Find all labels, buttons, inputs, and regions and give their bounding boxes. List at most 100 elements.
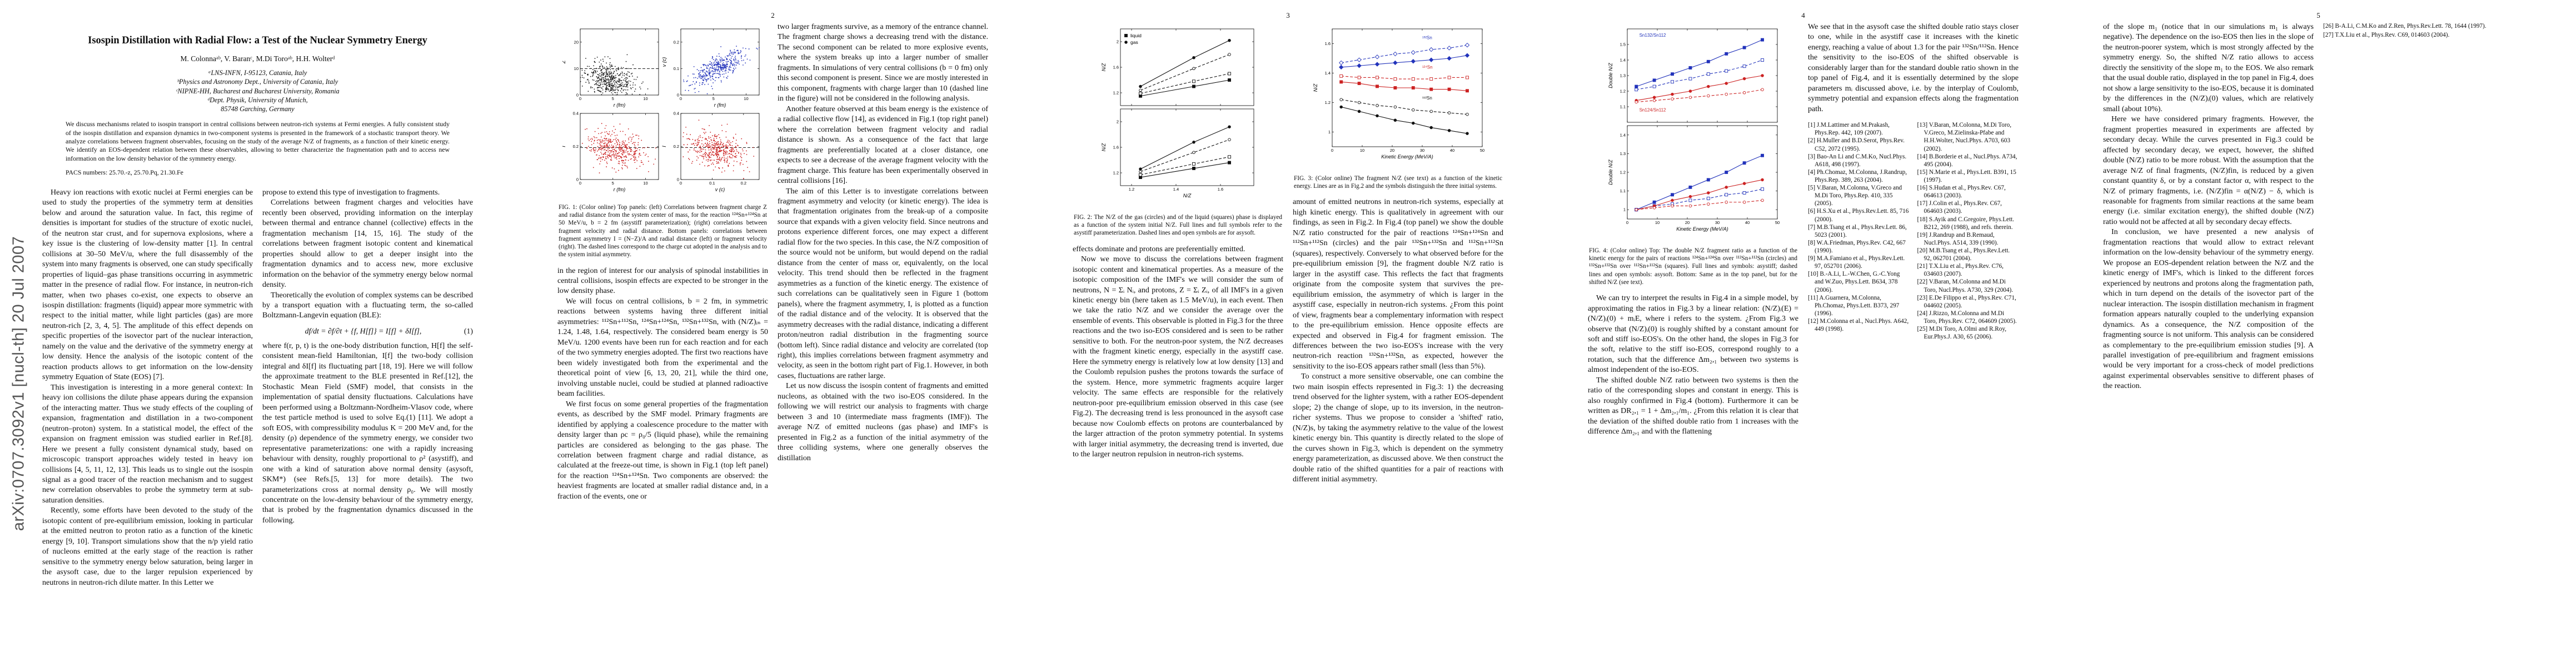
authors-line: M. Colonnaᵃᵇ, V. Baranᶜ, M.Di Toroᵃᵇ, H.… (180, 54, 335, 63)
svg-text:I: I (661, 146, 667, 147)
svg-text:1.3: 1.3 (1620, 73, 1625, 78)
fig3-caption: FIG. 3: (Color online) The fragment N/Z … (1294, 175, 1502, 190)
svg-text:0: 0 (676, 93, 679, 98)
svg-text:Double N/Z: Double N/Z (1608, 63, 1613, 88)
svg-text:1.4: 1.4 (1620, 58, 1625, 63)
pacs-line: PACS numbers: 25.70.-z, 25.70.Pq, 21.30.… (66, 168, 183, 176)
arxiv-stamp: arXiv:0707.3092v1 [nucl-th] 20 Jul 2007 (9, 236, 28, 531)
svg-text:0.4: 0.4 (572, 111, 578, 116)
svg-text:0: 0 (579, 181, 581, 186)
references-list: [1] J.M.Lattimer and M.Prakash, Phys.Rep… (1808, 121, 2019, 341)
reference-item: [20] M.B.Tsang et al., Phys.Rev.Lett. 92… (1917, 247, 2010, 262)
svg-text:1.2: 1.2 (1113, 171, 1118, 176)
fig1-scatter-plots: 0 5 10 0 10 20 r (fm) Z 0 5 10 0 0.1 0.2 r (fm) v (c) 0 5… (557, 24, 768, 201)
paragraph: effects dominate and protons are prefere… (1073, 245, 1245, 253)
reference-item: [9] M.A.Famiano et al., Phys.Rev.Lett. 9… (1808, 255, 1905, 270)
paragraph: We will focus on central collisions, b =… (557, 297, 768, 399)
reference-item: [15] N.Marie et al., Phys.Lett. B391, 15… (1917, 168, 2016, 183)
svg-text:0: 0 (676, 177, 679, 182)
references-list-continued: [26] B-A.Li, C.M.Ko and Z.Ren, Phys.Rev.… (2323, 22, 2534, 39)
svg-text:1.2: 1.2 (1620, 89, 1625, 94)
affiliation-line: 85748 Garching, Germany (221, 105, 295, 113)
column-right: propose to extend this type of investiga… (262, 188, 473, 588)
fig3-line-plot: 0 10 20 30 40 50 1 1.2 1.4 1.6 Kinetic Energy (MeV… (1293, 24, 1503, 172)
svg-text:1.2: 1.2 (1620, 170, 1625, 175)
svg-text:30: 30 (1419, 148, 1424, 153)
page-3: 3 1.2 1.6 2 N/Z liquid gas 1.2 1.4 1.6 1.2 1.6 2 N/Z… (1030, 0, 1546, 667)
svg-text:Sn124/Sn112: Sn124/Sn112 (1639, 107, 1666, 112)
svg-text:0.1: 0.1 (673, 66, 679, 71)
paragraph: amount of emitted neutrons in neutron-ri… (1293, 198, 1503, 371)
fig2-line-plots: 1.2 1.6 2 N/Z liquid gas 1.2 1.4 1.6 1.2 1.6 2 N/Z N/… (1073, 24, 1283, 211)
column-left: 0 5 10 0 10 20 r (fm) Z 0 5 10 0 0.1 0.2 r (fm) v (c) 0 5… (557, 22, 768, 502)
figure-2: 1.2 1.6 2 N/Z liquid gas 1.2 1.4 1.6 1.2 1.6 2 N/Z N/… (1073, 24, 1283, 211)
svg-text:1.6: 1.6 (1324, 41, 1330, 46)
affiliations: ᵃLNS-INFN, I-95123, Catania, Italy ᵇPhysi… (42, 68, 473, 113)
affiliation-line: ᶜNIPNE-HH, Bucharest and Bucharest Unive… (176, 87, 340, 95)
page-4: 4 1.1 1.2 1.3 1.4 1.5 Double N/Z Sn132/Sn112 Sn… (1546, 0, 2061, 667)
reference-item: [21] T.X.Liu et al., Phys.Rev. C76, 0346… (1917, 263, 2004, 278)
reference-item: [27] T.X.Liu et al., Phys.Rev. C69, 0146… (2323, 32, 2450, 39)
svg-text:50: 50 (1479, 148, 1484, 153)
reference-item: [18] S.Ayik and C.Gregoire, Phys.Lett. B… (1917, 216, 2015, 231)
reference-item: [11] A.Guarnera, M.Colonna, Ph.Chomaz, P… (1808, 294, 1900, 317)
svg-text:0.4: 0.4 (673, 111, 679, 116)
reference-item: [8] W.A.Friedman, Phys.Rev. C42, 667 (19… (1808, 239, 1906, 254)
svg-text:1.4: 1.4 (1324, 71, 1330, 76)
svg-text:¹¹²Sn: ¹¹²Sn (1422, 96, 1432, 101)
paragraph: This investigation is interesting in a m… (42, 383, 253, 505)
column-right: two larger fragments survive, as a memor… (778, 22, 988, 502)
figure-3: 0 10 20 30 40 50 1 1.2 1.4 1.6 Kinetic Energy (MeV… (1293, 24, 1503, 172)
svg-text:gas: gas (1130, 39, 1138, 45)
svg-text:1.2: 1.2 (1113, 91, 1118, 96)
page-number: 3 (1286, 11, 1290, 19)
reference-item: [12] M.Colonna et al., Nucl.Phys. A642, … (1808, 317, 1909, 333)
paragraph: To construct a more sensitive observable… (1293, 372, 1503, 484)
reference-item: [19] J.Randrup and B.Remaud, Nucl.Phys. … (1917, 231, 1999, 246)
equation-body: df/dt = ∂f/∂t + {f, H[f]} = I[f] + δI[f]… (305, 326, 422, 335)
svg-text:N/Z: N/Z (1101, 63, 1107, 71)
svg-text:1.1: 1.1 (1620, 104, 1625, 109)
svg-text:v (c): v (c) (661, 57, 667, 67)
svg-text:Sn132/Sn112: Sn132/Sn112 (1639, 33, 1666, 38)
svg-text:r (fm): r (fm) (613, 187, 625, 192)
column-right: We see that in the asysoft case the shif… (1808, 22, 2019, 437)
svg-text:r (fm): r (fm) (613, 102, 625, 108)
svg-text:1.1: 1.1 (1620, 188, 1625, 193)
svg-text:N/Z: N/Z (1313, 83, 1318, 92)
paragraph: The aim of this Letter is to investigate… (778, 187, 988, 380)
page-1: arXiv:0707.3092v1 [nucl-th] 20 Jul 2007 … (0, 0, 515, 667)
svg-text:5: 5 (611, 181, 614, 186)
svg-text:Kinetic Energy (MeV/A): Kinetic Energy (MeV/A) (1676, 226, 1728, 232)
reference-item: [3] Bao-An Li and C.M.Ko, Nucl.Phys. A61… (1808, 153, 1907, 168)
paragraph: The shifted double N/Z ratio between two… (1588, 376, 1798, 436)
page-number: 4 (1801, 11, 1805, 19)
svg-text:0: 0 (576, 93, 578, 98)
svg-text:1: 1 (1328, 130, 1330, 135)
paragraph: Another feature observed at this beam en… (778, 104, 988, 186)
paragraph: in the region of interest for our analys… (557, 266, 768, 296)
reference-item: [7] M.B.Tsang et al., Phys.Rev.Lett. 86,… (1808, 223, 1907, 238)
paragraph: of the slope m₁ (notice that in our simu… (2103, 23, 2314, 113)
figure-1: 0 5 10 0 10 20 r (fm) Z 0 5 10 0 0.1 0.2 r (fm) v (c) 0 5… (557, 24, 768, 201)
svg-text:0: 0 (1626, 220, 1628, 225)
column-right: 0 10 20 30 40 50 1 1.2 1.4 1.6 Kinetic Energy (MeV… (1293, 22, 1503, 485)
svg-text:Kinetic Energy (MeV/A): Kinetic Energy (MeV/A) (1381, 154, 1433, 160)
svg-text:0.2: 0.2 (673, 144, 679, 149)
reference-item: [24] J.Rizzo, M.Colonna and M.Di Toro, P… (1917, 310, 2017, 325)
reference-item: [17] J.Colin et al., Phys.Rev. C67, 0646… (1917, 200, 2002, 215)
paragraph: where f(r, p, t) is the one-body distrib… (262, 341, 473, 525)
page-number: 5 (2316, 11, 2320, 19)
paragraph: Heavy ion reactions with exotic nuclei a… (42, 188, 253, 382)
svg-text:2: 2 (1116, 120, 1118, 125)
paragraph: Theoretically the evolution of complex s… (262, 291, 473, 320)
paragraph: Now we move to discuss the correlations … (1073, 255, 1283, 459)
paragraph: propose to extend this type of investiga… (262, 188, 440, 197)
svg-text:1.6: 1.6 (1217, 187, 1223, 192)
svg-text:0.2: 0.2 (673, 39, 679, 44)
svg-text:v (c): v (c) (715, 187, 725, 192)
column-left: Heavy ion reactions with exotic nuclei a… (42, 188, 253, 588)
reference-item: [14] B.Borderie et al., Nucl.Phys. A734,… (1917, 153, 2017, 168)
svg-text:0.2: 0.2 (740, 181, 746, 186)
